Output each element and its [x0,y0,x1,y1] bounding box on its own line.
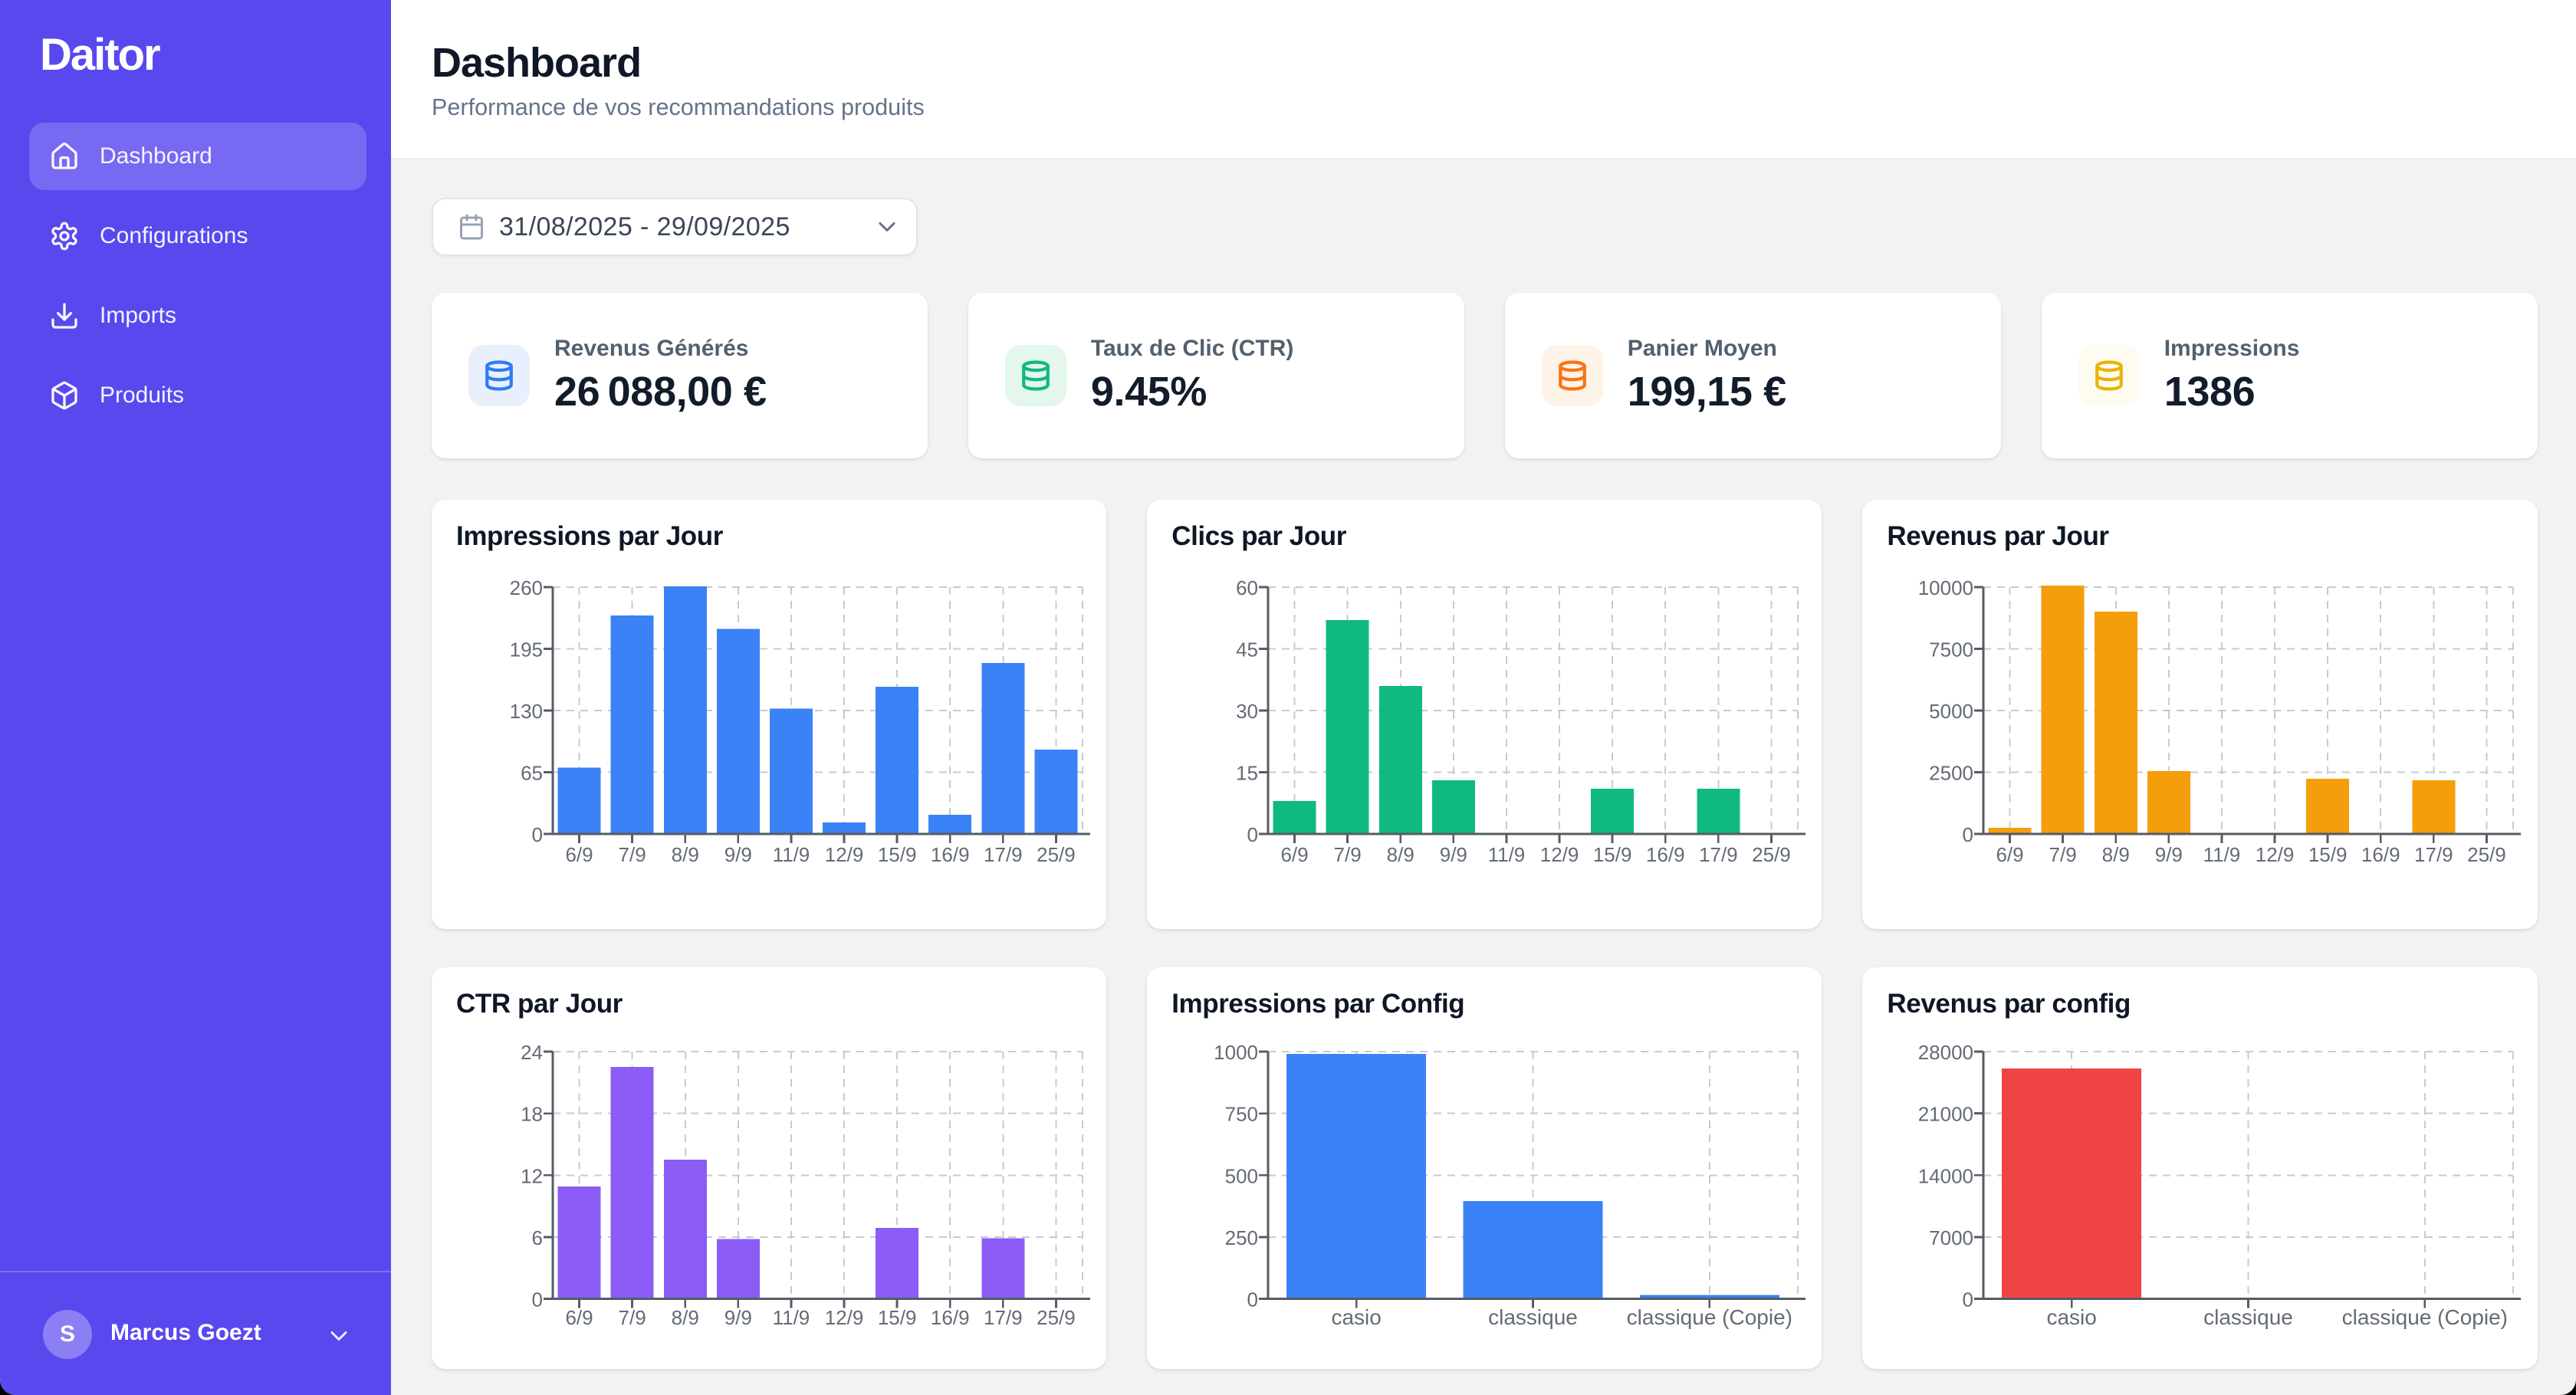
svg-text:18: 18 [521,1103,543,1126]
svg-text:8/9: 8/9 [2102,843,2130,866]
svg-text:8/9: 8/9 [672,843,699,866]
svg-text:25/9: 25/9 [1037,843,1076,866]
svg-text:8/9: 8/9 [1387,843,1414,866]
svg-text:casio: casio [1332,1305,1382,1329]
svg-text:25/9: 25/9 [2468,843,2507,866]
svg-text:9/9: 9/9 [2155,843,2183,866]
svg-text:17/9: 17/9 [984,843,1023,866]
svg-text:16/9: 16/9 [1646,843,1685,866]
svg-text:17/9: 17/9 [1699,843,1738,866]
svg-text:16/9: 16/9 [2361,843,2400,866]
svg-text:12: 12 [521,1164,543,1187]
svg-text:0: 0 [532,1288,543,1311]
svg-text:12/9: 12/9 [1540,843,1579,866]
svg-text:24: 24 [521,1041,543,1064]
svg-text:7500: 7500 [1930,638,1974,661]
svg-text:12/9: 12/9 [2256,843,2295,866]
svg-text:7/9: 7/9 [619,843,646,866]
svg-text:11/9: 11/9 [2203,843,2241,866]
svg-text:6/9: 6/9 [1281,843,1309,866]
svg-text:750: 750 [1225,1103,1258,1126]
svg-text:5000: 5000 [1930,700,1974,723]
svg-text:15: 15 [1236,762,1258,785]
svg-text:15/9: 15/9 [2308,843,2348,866]
svg-text:classique (Copie): classique (Copie) [2342,1305,2508,1329]
svg-text:0: 0 [1247,1288,1258,1311]
svg-text:260: 260 [510,576,543,599]
svg-text:7/9: 7/9 [2049,843,2077,866]
svg-text:1000: 1000 [1214,1041,1258,1064]
svg-text:15/9: 15/9 [878,843,917,866]
svg-text:250: 250 [1225,1226,1258,1249]
svg-text:0: 0 [1247,823,1258,846]
svg-text:500: 500 [1225,1164,1258,1187]
svg-text:classique: classique [1488,1305,1578,1329]
svg-text:195: 195 [510,638,543,661]
svg-text:6: 6 [532,1226,543,1249]
svg-text:30: 30 [1236,700,1258,723]
svg-text:10000: 10000 [1918,576,1973,599]
svg-text:6/9: 6/9 [565,843,593,866]
svg-text:6/9: 6/9 [565,1306,593,1329]
svg-text:7/9: 7/9 [1334,843,1362,866]
svg-text:classique (Copie): classique (Copie) [1627,1305,1792,1329]
svg-text:0: 0 [1963,1288,1973,1311]
svg-text:11/9: 11/9 [773,1306,810,1329]
svg-text:14000: 14000 [1918,1164,1973,1187]
svg-text:12/9: 12/9 [825,1306,864,1329]
svg-text:9/9: 9/9 [724,1306,752,1329]
svg-text:15/9: 15/9 [878,1306,917,1329]
svg-text:6/9: 6/9 [1996,843,2024,866]
svg-text:25/9: 25/9 [1037,1306,1076,1329]
svg-text:65: 65 [521,762,543,785]
svg-text:casio: casio [2047,1305,2097,1329]
svg-text:11/9: 11/9 [773,843,810,866]
svg-text:7000: 7000 [1930,1226,1974,1249]
svg-text:17/9: 17/9 [2414,843,2453,866]
svg-text:8/9: 8/9 [672,1306,699,1329]
svg-text:0: 0 [1963,823,1973,846]
svg-text:25/9: 25/9 [1752,843,1791,866]
svg-text:classique: classique [2204,1305,2294,1329]
svg-text:17/9: 17/9 [984,1306,1023,1329]
svg-text:11/9: 11/9 [1488,843,1526,866]
svg-text:9/9: 9/9 [724,843,752,866]
svg-text:130: 130 [510,700,543,723]
svg-text:21000: 21000 [1918,1103,1973,1126]
svg-text:15/9: 15/9 [1593,843,1632,866]
svg-text:16/9: 16/9 [931,1306,970,1329]
svg-text:60: 60 [1236,576,1258,599]
svg-text:0: 0 [532,823,543,846]
svg-text:2500: 2500 [1930,762,1974,785]
svg-text:7/9: 7/9 [619,1306,646,1329]
svg-text:28000: 28000 [1918,1041,1973,1064]
svg-text:45: 45 [1236,638,1258,661]
svg-text:16/9: 16/9 [931,843,970,866]
svg-text:12/9: 12/9 [825,843,864,866]
svg-text:9/9: 9/9 [1440,843,1467,866]
